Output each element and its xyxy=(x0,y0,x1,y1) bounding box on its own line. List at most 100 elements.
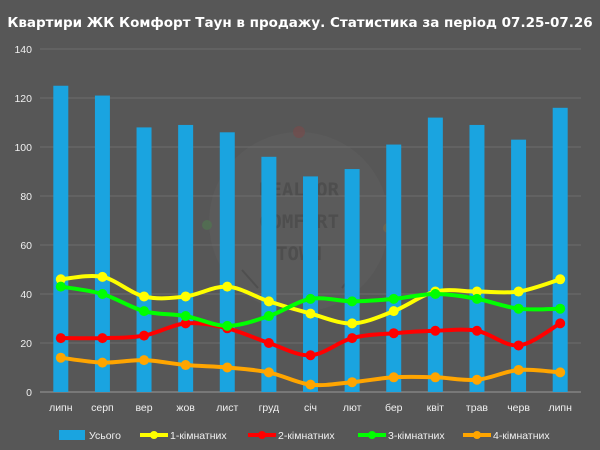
bar-total xyxy=(552,107,568,393)
point-4room xyxy=(139,355,150,366)
legend-label: Усього xyxy=(89,430,121,442)
bar-total xyxy=(219,132,235,393)
y-tick-label: 140 xyxy=(14,44,32,56)
point-3room xyxy=(180,311,191,322)
x-axis: липн серп вер жов лист груд січ лют бер квіт трав ч… xyxy=(49,402,572,414)
x-tick-label: липн xyxy=(548,402,572,414)
point-2room xyxy=(471,325,482,336)
y-axis: 0 20 40 60 80 100 120 140 xyxy=(14,44,32,399)
point-1room xyxy=(97,271,108,282)
legend-swatch-marker xyxy=(150,431,158,439)
point-2room xyxy=(139,330,150,341)
y-tick-label: 80 xyxy=(20,191,32,203)
y-tick-label: 20 xyxy=(20,338,32,350)
bar-total xyxy=(427,117,443,392)
bar-total xyxy=(261,156,277,392)
point-4room xyxy=(347,377,358,388)
bar-total xyxy=(303,176,318,392)
legend-label: 1-кімнатних xyxy=(170,430,227,442)
point-3room xyxy=(555,303,566,314)
bar-total xyxy=(136,127,152,393)
legend-swatch-total xyxy=(59,430,85,440)
point-1room xyxy=(471,286,482,297)
bar-total xyxy=(386,144,402,392)
point-4room xyxy=(513,364,524,375)
x-tick-label: лист xyxy=(216,402,238,414)
legend-swatch-marker xyxy=(258,431,266,439)
legend-label: 4-кімнатних xyxy=(493,430,550,442)
x-tick-label: січ xyxy=(304,402,317,414)
point-4room xyxy=(555,367,566,378)
legend: Усього 1-кімнатних 2-кімнатних 3-кімнатних 4… xyxy=(59,430,550,442)
point-1room xyxy=(180,291,191,302)
y-tick-label: 0 xyxy=(26,387,32,399)
x-tick-label: квіт xyxy=(427,402,445,414)
point-3room xyxy=(430,289,441,299)
bar-total xyxy=(178,124,194,392)
legend-swatch-marker xyxy=(473,431,481,439)
x-tick-label: вер xyxy=(135,402,152,414)
y-tick-label: 100 xyxy=(14,142,32,154)
bar-total xyxy=(344,169,360,392)
x-tick-label: бер xyxy=(385,402,403,414)
point-1room xyxy=(513,286,524,297)
lines-layer xyxy=(55,271,566,390)
x-tick-label: груд xyxy=(259,402,280,414)
point-2room xyxy=(388,328,399,339)
point-4room xyxy=(180,360,191,371)
legend-swatch-marker xyxy=(368,431,376,439)
point-2room xyxy=(555,318,566,329)
point-1room xyxy=(222,281,233,292)
y-tick-label: 40 xyxy=(20,289,32,301)
point-4room xyxy=(263,367,274,378)
chart-title: Квартири ЖК Комфорт Таун в продажу. Стат… xyxy=(7,15,592,31)
point-4room xyxy=(471,374,482,385)
point-2room xyxy=(97,333,108,344)
point-4room xyxy=(430,372,441,383)
x-tick-label: лют xyxy=(343,402,362,414)
y-tick-label: 60 xyxy=(20,240,32,252)
bars-layer xyxy=(53,85,568,393)
point-2room xyxy=(513,340,524,351)
point-2room xyxy=(55,333,66,344)
point-1room xyxy=(347,318,358,329)
point-3room xyxy=(471,293,482,304)
x-tick-label: серп xyxy=(91,402,114,414)
point-3room xyxy=(222,320,233,331)
point-3room xyxy=(513,303,524,314)
point-3room xyxy=(263,311,274,322)
point-2room xyxy=(180,318,191,329)
point-3room xyxy=(97,289,108,299)
point-2room xyxy=(263,338,274,348)
point-1room xyxy=(263,296,274,307)
point-4room xyxy=(305,379,316,390)
x-tick-label: трав xyxy=(466,402,488,414)
point-4room xyxy=(222,362,233,373)
bar-total xyxy=(53,85,69,392)
point-2room xyxy=(347,333,358,344)
point-1room xyxy=(139,291,150,302)
x-tick-label: липн xyxy=(49,402,73,414)
bar-total xyxy=(94,95,110,393)
point-2room xyxy=(430,325,441,336)
bar-total xyxy=(469,124,485,392)
x-tick-label: черв xyxy=(507,402,530,414)
legend-label: 2-кімнатних xyxy=(278,430,335,442)
point-3room xyxy=(388,293,399,304)
point-3room xyxy=(305,293,316,304)
x-tick-label: жов xyxy=(176,402,195,414)
legend-label: 3-кімнатних xyxy=(388,430,445,442)
point-1room xyxy=(388,306,399,317)
bar-total xyxy=(511,139,527,392)
point-3room xyxy=(55,281,66,292)
point-4room xyxy=(97,357,108,368)
point-1room xyxy=(55,274,66,285)
y-tick-label: 120 xyxy=(14,93,32,105)
point-4room xyxy=(55,352,66,363)
watermark-line-2: COMFORT xyxy=(259,211,339,233)
point-3room xyxy=(139,306,150,317)
point-3room xyxy=(347,296,358,307)
point-2room xyxy=(305,350,316,361)
point-4room xyxy=(388,372,399,383)
